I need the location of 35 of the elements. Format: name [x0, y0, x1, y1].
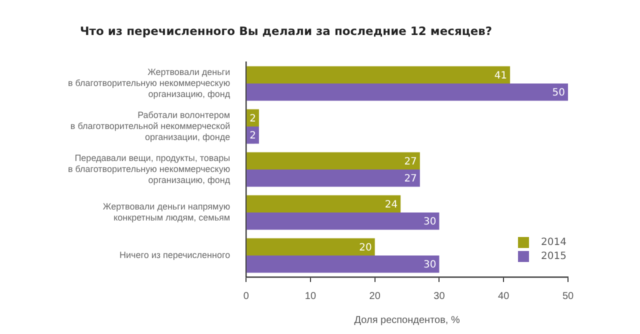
bar — [246, 195, 401, 212]
x-tick-label: 10 — [304, 290, 316, 302]
x-tick-label: 50 — [562, 290, 574, 302]
x-tick-label: 40 — [498, 290, 510, 302]
data-label: 30 — [424, 260, 436, 271]
x-tick-label: 0 — [243, 290, 250, 302]
data-label: 2 — [250, 130, 256, 142]
data-label: 27 — [404, 156, 417, 168]
data-label: 20 — [359, 242, 372, 254]
y-tick-label: Работали волонтером в благотворительной некоммерческой организации, фонде — [70, 110, 230, 142]
bar — [246, 212, 440, 230]
bar — [246, 84, 568, 101]
legend-label: 2014 — [541, 237, 566, 248]
data-label: 41 — [494, 70, 508, 82]
data-label: 24 — [384, 199, 398, 210]
bar — [246, 109, 259, 126]
data-label: 30 — [424, 216, 436, 228]
y-tick-label: Жертвовали деньги в благотворительную некоммерческую организацию, фонд — [68, 67, 231, 99]
x-axis-title: Доля респондентов, % — [354, 314, 460, 326]
chart-title: Что из перечисленного Вы делали за последние 12 месяцев? — [80, 24, 492, 38]
x-tick-label: 20 — [369, 290, 381, 302]
bar — [246, 152, 420, 170]
data-label: 27 — [404, 174, 417, 185]
y-tick-label: Жертвовали деньги напрямую конкретным людям, семьям — [102, 202, 230, 222]
legend-label: 2015 — [541, 251, 566, 262]
y-tick-label: Передавали вещи, продукты, товары в благотворительную некоммерческую организацию, фонд — [68, 153, 231, 185]
bar — [246, 126, 259, 144]
y-tick-label: Ничего из перечисленного — [120, 250, 230, 260]
bar — [246, 66, 510, 84]
data-label: 50 — [552, 88, 565, 99]
bar — [246, 256, 440, 273]
data-label: 2 — [250, 113, 256, 124]
bar — [246, 238, 375, 256]
bar — [246, 170, 420, 187]
x-tick-label: 30 — [434, 290, 446, 302]
